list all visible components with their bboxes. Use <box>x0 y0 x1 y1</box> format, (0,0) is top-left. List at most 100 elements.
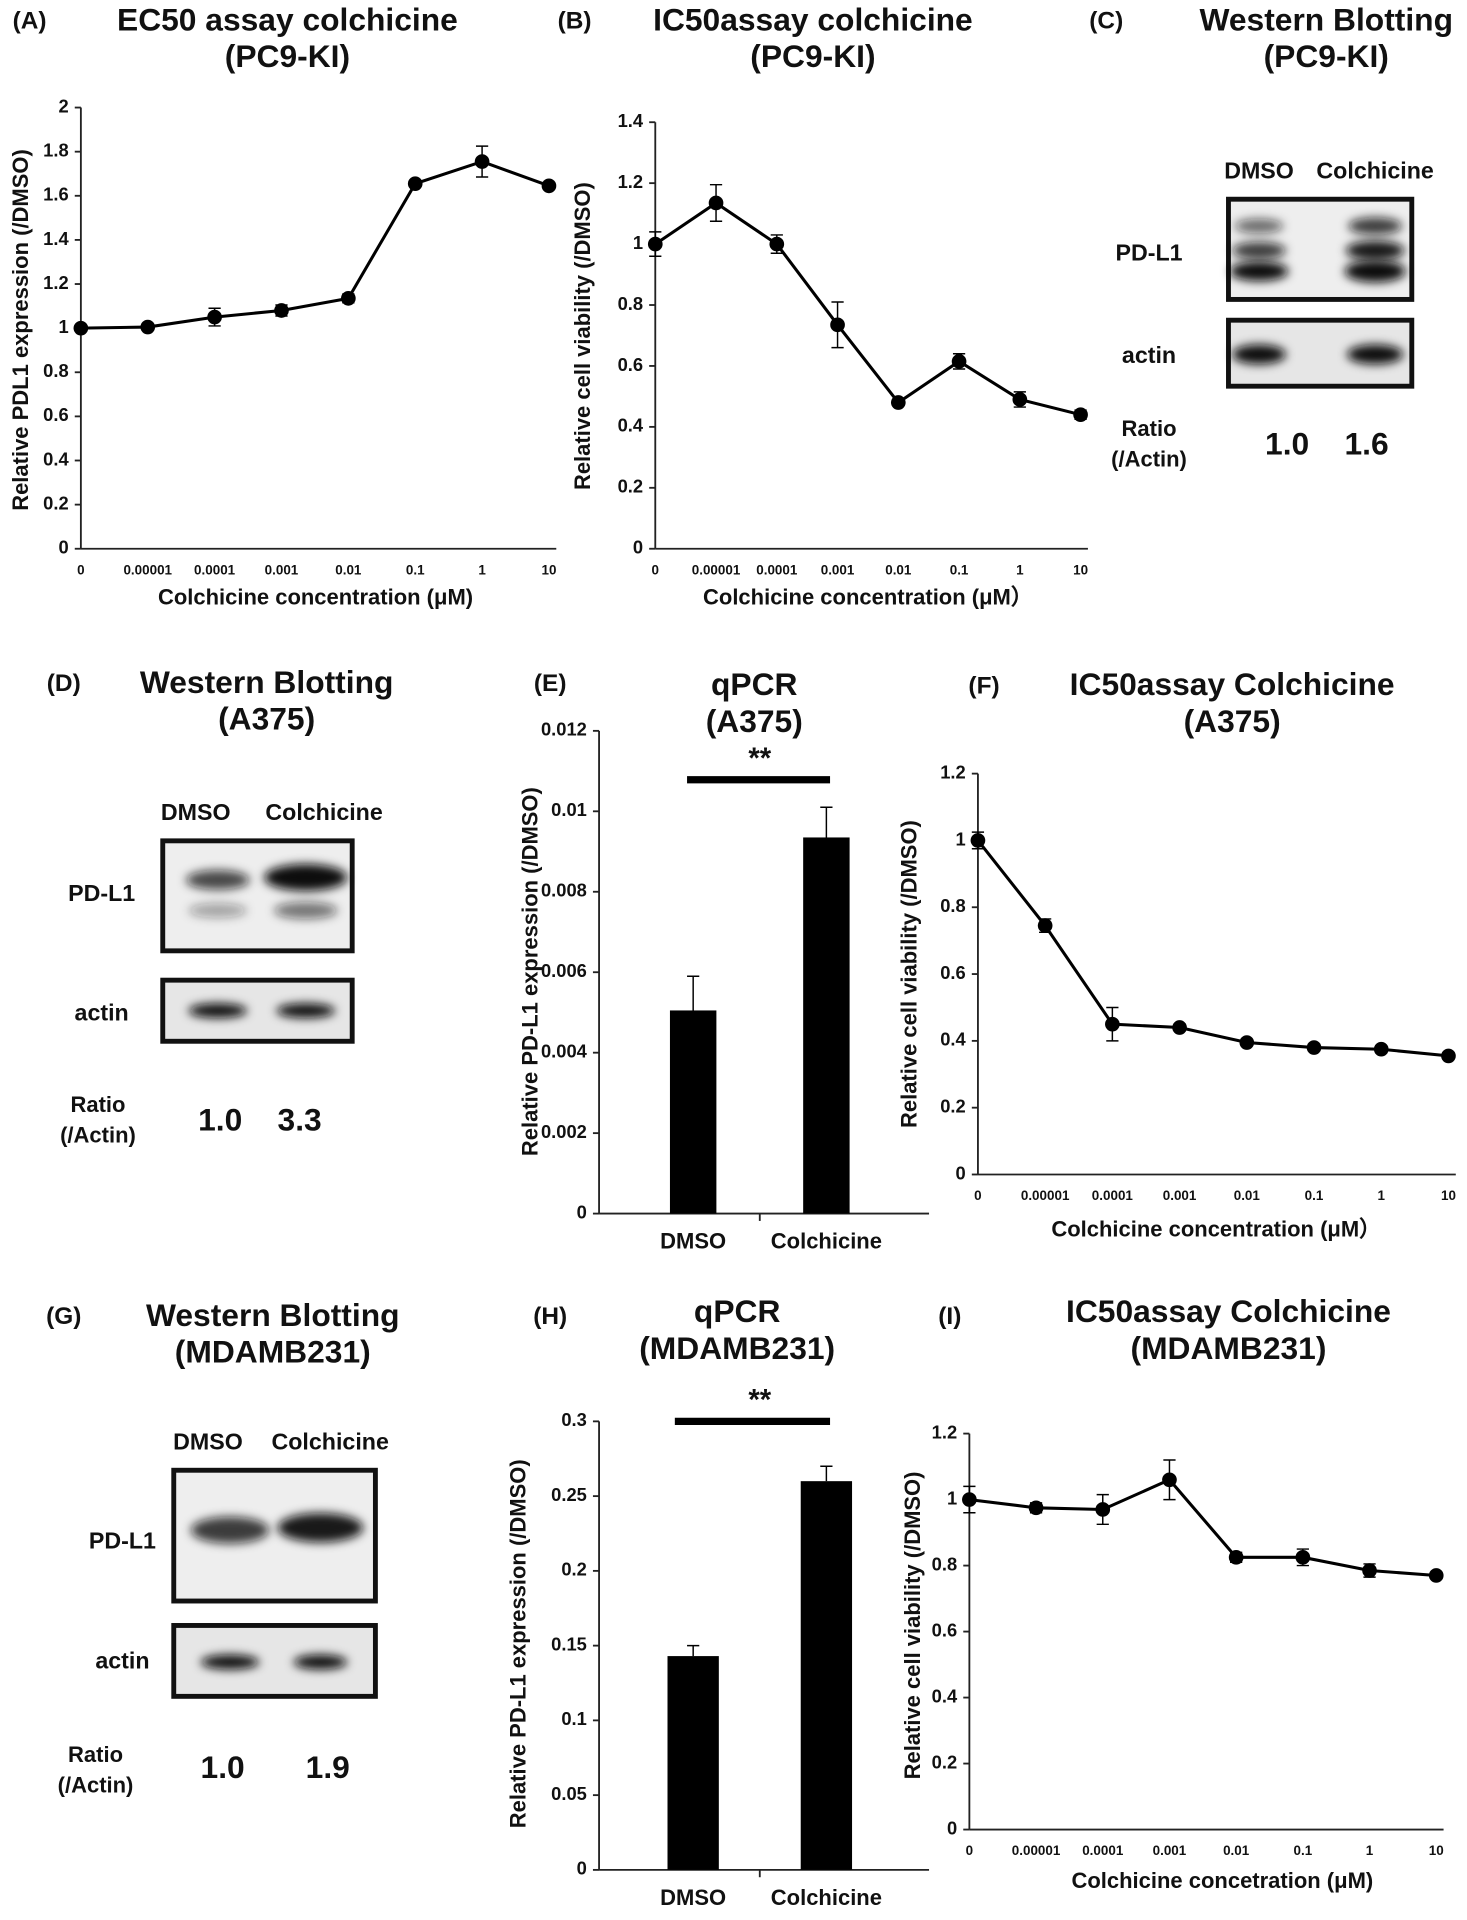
x-tick-label: 0.0001 <box>756 562 798 577</box>
y-tick-label: 0.6 <box>940 962 965 983</box>
data-point <box>1162 1472 1177 1488</box>
x-tick-label: Colchicine <box>771 1885 882 1910</box>
data-point <box>1441 1048 1456 1064</box>
blot-band <box>1232 344 1286 365</box>
y-tick-label: 1 <box>633 232 643 253</box>
blot-title: Western Blotting <box>140 664 394 700</box>
blot-title: Western Blotting <box>1199 1 1453 37</box>
data-point <box>474 154 490 169</box>
data-point <box>1239 1035 1255 1050</box>
x-tick-label: 0.001 <box>1163 1188 1197 1203</box>
y-axis-label: Relative cell viability (/DMSO) <box>570 182 595 490</box>
y-axis-label: Relative PD-L1 expression (/DMSO) <box>505 1459 530 1828</box>
y-axis-label: Relative PDL1 expression (/DMSO) <box>8 149 33 511</box>
y-tick-label: 0 <box>947 1817 957 1838</box>
data-point <box>341 291 356 306</box>
blot-band <box>1232 241 1286 260</box>
blot-subtitle: (PC9-KI) <box>1264 38 1389 74</box>
row-label: PD-L1 <box>68 880 135 906</box>
lane-label: DMSO <box>1224 157 1294 183</box>
y-axis-label: Relative cell viability (/DMSO) <box>897 820 922 1128</box>
x-tick-label: 0.001 <box>1153 1843 1187 1858</box>
y-tick-label: 0.1 <box>561 1708 586 1729</box>
y-tick-label: 0.006 <box>541 960 587 981</box>
chart-subtitle: (MDAMB231) <box>1131 1330 1327 1366</box>
y-tick-label: 0.004 <box>541 1041 588 1062</box>
data-point <box>962 1492 977 1507</box>
x-tick-label: 0.001 <box>821 562 855 577</box>
y-tick-label: 0.002 <box>541 1121 587 1142</box>
data-point <box>1295 1549 1311 1565</box>
bar <box>800 1481 853 1870</box>
x-tick-label: 0.1 <box>1294 1843 1313 1858</box>
x-tick-label: 0.0001 <box>1092 1188 1134 1203</box>
significance-label: ** <box>748 742 771 775</box>
panel-label: (F) <box>968 672 999 699</box>
chart-title: IC50assay Colchicine <box>1066 1293 1391 1329</box>
y-tick-label: 0.2 <box>618 476 643 497</box>
y-tick-label: 0.6 <box>43 404 68 425</box>
blot-band <box>277 1513 364 1543</box>
error-bar <box>820 806 833 838</box>
y-tick-label: 1 <box>58 316 68 337</box>
blot-band <box>200 1654 260 1670</box>
error-bar <box>820 1465 833 1482</box>
x-tick-label: 10 <box>1441 1188 1456 1203</box>
x-tick-label: 0 <box>77 562 84 577</box>
data-point <box>1073 407 1088 423</box>
panel-label: (D) <box>47 670 81 697</box>
x-tick-label: 0.00001 <box>692 562 741 577</box>
blot-band <box>1345 240 1405 261</box>
x-tick-label: 0 <box>974 1188 981 1203</box>
x-tick-label: 1 <box>1366 1843 1374 1858</box>
data-point <box>951 354 967 369</box>
x-tick-label: DMSO <box>660 1885 726 1910</box>
bar <box>669 1010 717 1214</box>
chart-subtitle: (PC9-KI) <box>750 38 875 74</box>
y-tick-label: 0 <box>58 537 68 558</box>
x-tick-label: 1 <box>478 562 486 577</box>
data-point <box>1362 1563 1377 1578</box>
chart-title: qPCR <box>711 666 798 702</box>
data-point <box>274 303 289 318</box>
y-tick-label: 1 <box>947 1487 957 1508</box>
significance-label: ** <box>748 1384 771 1417</box>
ratio-label: Ratio <box>70 1092 125 1117</box>
blot-band <box>293 1654 348 1670</box>
x-tick-label: 0.01 <box>1223 1843 1250 1858</box>
lane-label: DMSO <box>161 799 231 825</box>
ratio-label: (/Actin) <box>60 1122 136 1147</box>
chart-subtitle: (PC9-KI) <box>225 38 350 74</box>
y-tick-label: 1.4 <box>43 228 69 249</box>
x-tick-label: 10 <box>1429 1843 1444 1858</box>
blot-band <box>273 901 338 920</box>
x-tick-label: 0.01 <box>335 562 362 577</box>
x-axis-label: Colchicine concentration (μM) <box>158 585 473 610</box>
ratio-label: (/Actin) <box>1111 447 1187 472</box>
chart-subtitle: (A375) <box>706 703 803 739</box>
lane-label: DMSO <box>173 1429 243 1455</box>
panel-label: (I) <box>938 1303 961 1330</box>
blot-band <box>185 870 250 890</box>
row-label: PD-L1 <box>1115 239 1182 265</box>
blot-subtitle: (MDAMB231) <box>175 1334 371 1370</box>
y-axis-label: Relative cell viability (/DMSO) <box>900 1472 925 1780</box>
x-tick-label: 10 <box>541 562 556 577</box>
row-label: actin <box>1122 342 1176 368</box>
data-point <box>1228 1549 1244 1565</box>
ratio-value: 1.0 <box>198 1101 242 1137</box>
y-tick-label: 0 <box>956 1162 966 1183</box>
x-tick-label: 0.01 <box>885 562 912 577</box>
y-tick-label: 0.15 <box>551 1633 587 1654</box>
x-tick-label: DMSO <box>660 1229 726 1254</box>
y-tick-label: 0.2 <box>932 1751 957 1772</box>
x-tick-label: 0.001 <box>265 562 299 577</box>
chart-title: IC50assay colchicine <box>653 1 973 37</box>
data-point <box>830 317 845 333</box>
lane-label: Colchicine <box>271 1429 388 1455</box>
data-point <box>140 319 156 335</box>
data-point <box>1105 1016 1120 1032</box>
row-label: actin <box>75 1000 129 1026</box>
